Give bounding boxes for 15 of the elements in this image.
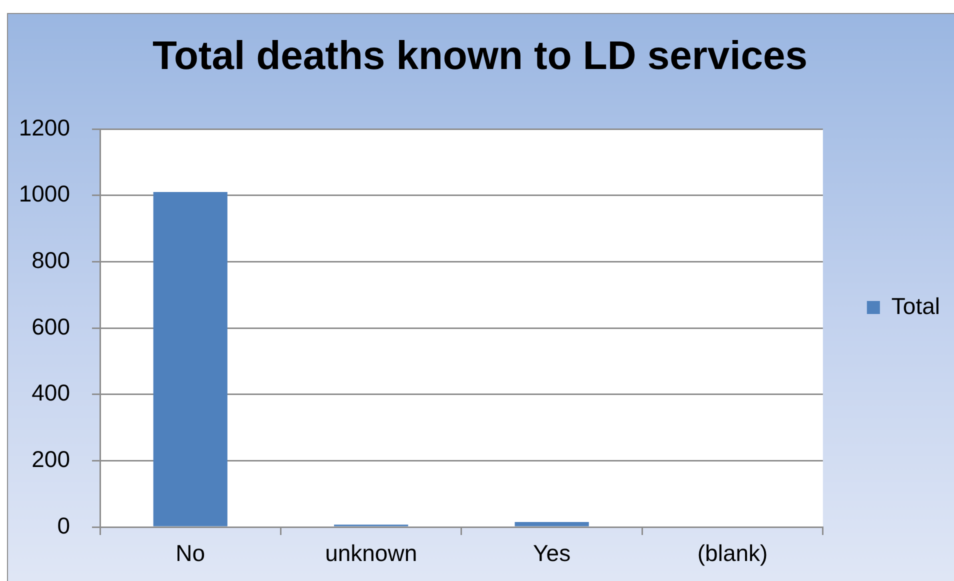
y-tick-label: 600 <box>32 313 70 340</box>
y-tick-label: 0 <box>57 512 70 538</box>
x-tick-label: Yes <box>533 540 571 566</box>
chart-title: Total deaths known to LD services <box>152 34 808 78</box>
legend-label: Total <box>891 292 940 319</box>
y-tick-label: 1000 <box>18 180 70 207</box>
y-tick-label: 200 <box>32 446 70 472</box>
x-tick-label: (blank) <box>697 540 768 566</box>
bar <box>153 192 228 526</box>
y-tick-label: 400 <box>32 380 70 406</box>
bar <box>514 522 589 526</box>
x-tick-label: unknown <box>325 540 418 566</box>
y-tick-label: 800 <box>32 247 70 274</box>
y-tick-label: 1200 <box>18 114 70 140</box>
x-tick-label: No <box>176 540 206 566</box>
